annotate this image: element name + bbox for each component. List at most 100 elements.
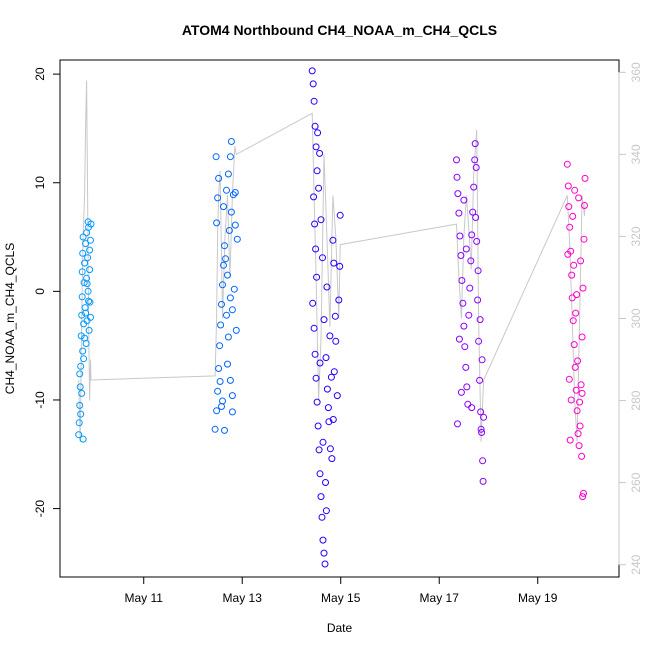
data-point	[84, 287, 92, 295]
data-point	[329, 416, 337, 423]
data-point	[218, 403, 225, 410]
data-point	[311, 122, 319, 130]
data-point	[311, 350, 319, 358]
data-point	[231, 221, 239, 229]
data-point	[308, 67, 316, 75]
data-point	[456, 232, 464, 240]
data-point	[224, 360, 231, 368]
data-point	[222, 255, 229, 263]
data-point	[581, 174, 589, 182]
data-point	[312, 374, 320, 382]
data-point	[567, 396, 575, 404]
data-point	[580, 235, 588, 243]
data-point	[576, 398, 584, 406]
data-point	[314, 422, 322, 430]
data-point	[476, 376, 484, 384]
data-point	[463, 383, 471, 391]
data-point	[78, 389, 86, 397]
data-point	[478, 429, 486, 436]
data-point	[329, 236, 337, 244]
data-point	[469, 208, 477, 216]
data-point	[224, 333, 232, 341]
data-point	[578, 389, 586, 397]
data-point	[573, 407, 581, 415]
data-point	[458, 277, 466, 284]
data-point	[80, 355, 88, 363]
data-point	[467, 257, 475, 265]
data-point	[471, 140, 479, 148]
data-point	[476, 316, 484, 324]
data-point	[218, 300, 225, 308]
data-point	[316, 359, 324, 367]
data-point	[214, 387, 222, 395]
data-point	[216, 342, 224, 350]
data-point	[217, 321, 225, 329]
data-point	[570, 341, 578, 349]
data-point	[569, 317, 577, 325]
data-point	[309, 80, 317, 88]
y-tick-label: 0	[33, 288, 47, 295]
data-point	[336, 211, 344, 219]
data-point	[228, 306, 236, 314]
data-point	[228, 408, 236, 416]
data-point	[220, 261, 227, 269]
points-layer	[75, 67, 589, 568]
data-point	[332, 337, 340, 345]
series-5	[563, 160, 589, 501]
data-point	[468, 404, 476, 412]
data-point	[457, 388, 465, 396]
data-point	[216, 378, 224, 385]
y2-tick-label: 300	[629, 308, 643, 328]
data-point	[221, 242, 228, 250]
data-point	[480, 413, 488, 421]
data-point	[460, 322, 468, 330]
data-point	[564, 182, 572, 190]
data-point	[577, 257, 585, 265]
x-tick-label: May 17	[420, 591, 460, 605]
data-point	[322, 507, 330, 515]
data-point	[313, 398, 321, 406]
data-point	[472, 214, 480, 221]
data-point	[230, 285, 238, 293]
data-point	[213, 407, 221, 415]
data-point	[470, 183, 478, 191]
data-point	[571, 363, 579, 371]
data-point	[324, 404, 332, 412]
data-point	[79, 435, 87, 443]
y-tick-label: 20	[33, 67, 47, 81]
data-point	[312, 143, 320, 151]
data-point	[309, 299, 317, 307]
data-point	[86, 266, 94, 274]
data-point	[579, 284, 587, 292]
data-point	[315, 184, 323, 192]
data-point	[78, 293, 86, 301]
data-point	[333, 392, 341, 400]
y2-tick-label: 260	[629, 472, 643, 492]
chart-title: ATOM4 Northbound CH4_NOAA_m_CH4_QCLS	[182, 22, 497, 38]
data-point	[215, 174, 223, 182]
data-point	[472, 164, 480, 171]
y2-axis: 360 340 320 300 280 260 240	[618, 62, 643, 575]
data-point	[76, 370, 84, 378]
data-point	[453, 173, 461, 181]
x-tick-label: May 11	[124, 591, 163, 605]
data-point	[326, 445, 334, 453]
data-point	[213, 219, 221, 227]
series-3	[308, 67, 344, 568]
y2-tick-label: 340	[629, 144, 643, 164]
x-tick-label: May 15	[321, 591, 361, 605]
data-point	[212, 153, 220, 161]
x-axis-label: Date	[327, 621, 353, 635]
data-point	[227, 138, 235, 145]
data-point	[581, 202, 588, 209]
data-point	[224, 271, 231, 279]
data-point	[214, 194, 222, 202]
y2-tick-label: 360	[629, 62, 643, 82]
data-point	[457, 252, 465, 259]
data-point	[454, 420, 461, 428]
data-point	[565, 203, 573, 211]
data-point	[461, 343, 469, 351]
secondary-series-line	[78, 80, 586, 442]
data-point	[82, 309, 90, 317]
